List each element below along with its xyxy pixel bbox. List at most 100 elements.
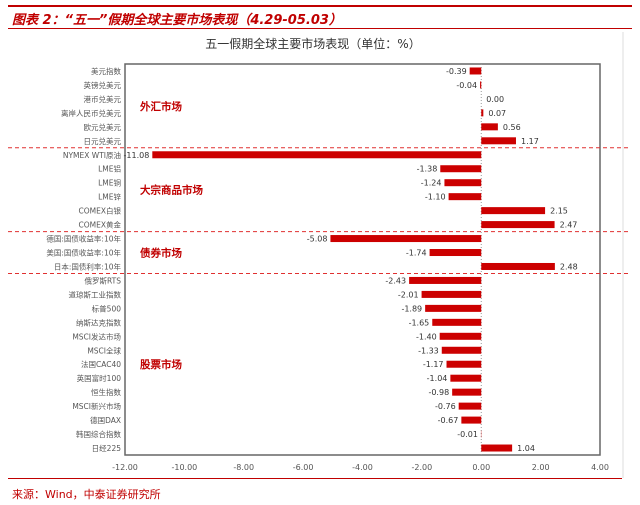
x-tick-label: -2.00 xyxy=(412,463,433,472)
bar xyxy=(481,221,555,229)
bar xyxy=(481,444,513,452)
data-label: -0.39 xyxy=(446,67,467,76)
group-label: 大宗商品市场 xyxy=(140,184,203,197)
bar xyxy=(481,123,498,131)
data-label: -1.17 xyxy=(423,360,444,369)
bar xyxy=(458,402,482,410)
category-label: 欧元兑美元 xyxy=(84,122,122,132)
bottom-rule xyxy=(8,478,622,479)
data-label: -1.04 xyxy=(427,374,448,383)
data-label: -1.65 xyxy=(409,318,430,327)
data-label: 2.47 xyxy=(560,221,578,230)
category-label: 纳斯达克指数 xyxy=(76,317,121,327)
data-label: 0.07 xyxy=(488,109,506,118)
data-label: -1.74 xyxy=(406,249,427,258)
bar xyxy=(439,332,482,340)
category-label: 离岸人民币兑美元 xyxy=(61,108,121,118)
x-tick-label: 4.00 xyxy=(591,463,609,472)
category-label: 德国:国债收益率:10年 xyxy=(46,234,121,244)
category-label: 日经225 xyxy=(92,443,122,453)
data-label: -0.98 xyxy=(428,388,449,397)
data-label: -1.38 xyxy=(417,165,438,174)
bar xyxy=(432,318,482,326)
data-label: -0.76 xyxy=(435,402,456,411)
data-label: 0.56 xyxy=(503,123,521,132)
data-label: -11.08 xyxy=(124,151,150,160)
data-label: -1.89 xyxy=(401,304,422,313)
bar xyxy=(429,249,482,257)
category-label: 道琼斯工业指数 xyxy=(69,289,122,299)
category-label: LME锌 xyxy=(98,192,121,202)
source-note: 来源：Wind，中泰证券研究所 xyxy=(12,488,161,501)
category-label: MSCI新兴市场 xyxy=(72,401,121,411)
data-label: 1.04 xyxy=(517,444,535,453)
category-label: 英镑兑美元 xyxy=(84,80,122,90)
data-label: -1.33 xyxy=(418,346,439,355)
category-label: 日本:国债利率:10年 xyxy=(54,261,122,271)
data-label: -5.08 xyxy=(307,235,328,244)
data-label: -0.01 xyxy=(457,430,478,439)
data-label: -1.40 xyxy=(416,332,437,341)
data-label: -0.04 xyxy=(456,81,477,90)
x-tick-label: 2.00 xyxy=(532,463,550,472)
data-label: 1.17 xyxy=(521,137,539,146)
group-label: 债券市场 xyxy=(140,247,182,260)
group-label: 股票市场 xyxy=(140,358,182,371)
bar xyxy=(481,109,484,117)
bar xyxy=(480,81,482,89)
x-tick-label: -8.00 xyxy=(233,463,254,472)
bar xyxy=(441,346,482,354)
data-label: -0.67 xyxy=(438,416,459,425)
bar xyxy=(440,165,482,173)
category-label: MSCI发达市场 xyxy=(72,331,121,341)
category-label: COMEX黄金 xyxy=(79,220,122,230)
top-rule xyxy=(8,5,632,7)
category-label: 俄罗斯RTS xyxy=(84,275,121,285)
data-label: 2.15 xyxy=(550,207,568,216)
bar xyxy=(469,67,482,75)
category-label: 法国CAC40 xyxy=(81,359,121,369)
data-label: -1.24 xyxy=(421,179,442,188)
bar xyxy=(461,416,482,424)
bar xyxy=(481,137,516,145)
category-label: 韩国综合指数 xyxy=(76,429,121,439)
bar xyxy=(425,304,482,312)
data-label: -2.01 xyxy=(398,290,419,299)
x-tick-label: 0.00 xyxy=(472,463,490,472)
category-label: LME铝 xyxy=(98,164,121,174)
bar xyxy=(421,290,482,298)
category-label: 英国富时100 xyxy=(77,373,122,383)
data-label: -2.43 xyxy=(385,276,406,285)
bar xyxy=(450,374,482,382)
category-label: 恒生指数 xyxy=(91,387,121,397)
x-tick-label: -4.00 xyxy=(352,463,373,472)
data-label: 2.48 xyxy=(560,262,578,271)
category-label: 美国:国债收益率:10年 xyxy=(46,248,121,258)
bar xyxy=(448,193,482,201)
category-label: COMEX白银 xyxy=(79,206,122,216)
bar xyxy=(444,179,482,187)
bar xyxy=(446,360,482,368)
category-label: 日元兑美元 xyxy=(84,136,122,146)
x-tick-label: -12.00 xyxy=(112,463,138,472)
title-rule xyxy=(8,28,632,29)
bar xyxy=(152,151,482,159)
chart-title: 五一假期全球主要市场表现（单位：%） xyxy=(205,36,420,51)
category-label: LME铜 xyxy=(98,178,121,188)
data-label: 0.00 xyxy=(486,95,504,104)
category-label: 标普500 xyxy=(92,303,122,313)
category-label: 德国DAX xyxy=(90,415,121,425)
bar xyxy=(481,207,546,215)
bar xyxy=(452,388,482,396)
group-label: 外汇市场 xyxy=(139,100,182,113)
figure-title: 图表 2：“五一”假期全球主要市场表现（4.29-05.03） xyxy=(12,13,342,28)
data-label: -1.10 xyxy=(425,193,446,202)
plot-area xyxy=(124,63,601,456)
x-tick-label: -10.00 xyxy=(171,463,197,472)
bar xyxy=(330,235,482,243)
category-label: 美元指数 xyxy=(91,66,121,76)
category-label: NYMEX WTI原油 xyxy=(63,150,121,160)
x-tick-label: -6.00 xyxy=(293,463,314,472)
category-label: MSCI全球 xyxy=(87,345,121,355)
